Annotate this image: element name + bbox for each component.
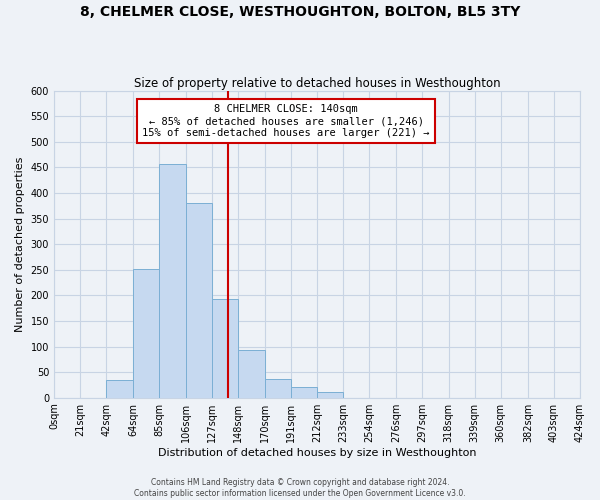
Bar <box>212 299 238 398</box>
Text: 8, CHELMER CLOSE, WESTHOUGHTON, BOLTON, BL5 3TY: 8, CHELMER CLOSE, WESTHOUGHTON, BOLTON, … <box>80 5 520 19</box>
Text: Contains HM Land Registry data © Crown copyright and database right 2024.
Contai: Contains HM Land Registry data © Crown c… <box>134 478 466 498</box>
X-axis label: Distribution of detached houses by size in Westhoughton: Distribution of detached houses by size … <box>158 448 476 458</box>
Bar <box>185 202 212 398</box>
Bar <box>160 164 185 398</box>
Title: Size of property relative to detached houses in Westhoughton: Size of property relative to detached ho… <box>134 76 500 90</box>
Bar <box>133 269 160 398</box>
Bar <box>265 380 291 398</box>
Text: 8 CHELMER CLOSE: 140sqm
← 85% of detached houses are smaller (1,246)
15% of semi: 8 CHELMER CLOSE: 140sqm ← 85% of detache… <box>142 104 430 138</box>
Bar <box>238 350 265 398</box>
Bar <box>106 380 133 398</box>
Bar <box>317 392 343 398</box>
Bar <box>291 387 317 398</box>
Y-axis label: Number of detached properties: Number of detached properties <box>15 156 25 332</box>
